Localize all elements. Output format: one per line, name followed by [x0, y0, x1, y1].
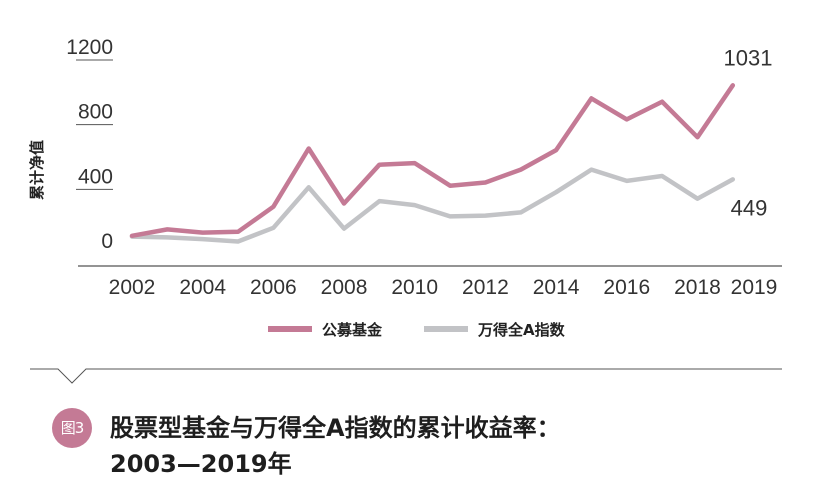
y-gridlines [76, 59, 113, 190]
line-chart: 0 400 800 1200 2002 2004 2006 2008 2010 2012 2014… [28, 36, 782, 384]
x-tick-label-2014: 2014 [533, 276, 580, 299]
y-tick-label-0: 0 [101, 230, 113, 253]
x-tick-label-2008: 2008 [321, 276, 368, 299]
legend-label-1: 公募基金 [322, 321, 383, 339]
x-tick-label-2002: 2002 [109, 276, 156, 299]
legend-label-2: 万得全A指数 [477, 321, 566, 339]
series-lines [129, 83, 736, 244]
caption-title-line-2: 2003—2019年 [110, 450, 292, 478]
end-label-series-2: 449 [731, 195, 768, 220]
x-tick-label-2010: 2010 [391, 276, 438, 299]
figure-caption: 股票型基金与万得全A指数的累计收益率： 2003—2019年 [110, 410, 800, 482]
y-tick-label-1200: 1200 [66, 36, 113, 59]
legend: 公募基金 万得全A指数 [268, 321, 566, 339]
x-tick-label-2019: 2019 [731, 276, 778, 299]
end-labels: 1031 449 [724, 45, 773, 220]
y-tick-labels: 0 400 800 1200 [66, 36, 113, 253]
series-line-2 [129, 167, 736, 244]
x-tick-label-2018: 2018 [674, 276, 721, 299]
x-tick-label-2012: 2012 [462, 276, 509, 299]
y-tick-label-400: 400 [78, 165, 113, 188]
x-tick-label-2006: 2006 [250, 276, 297, 299]
series-line-1 [129, 83, 736, 239]
end-label-series-1: 1031 [724, 45, 773, 70]
x-tick-label-2004: 2004 [179, 276, 226, 299]
figure-number-badge: 图3 [52, 408, 92, 448]
y-axis-title: 累计净值 [28, 140, 46, 200]
caption-title-line-1: 股票型基金与万得全A指数的累计收益率： [110, 414, 561, 442]
x-tick-labels: 2002 2004 2006 2008 2010 2012 2014 2016 2018 2019 [109, 276, 778, 299]
x-tick-label-2016: 2016 [603, 276, 650, 299]
y-tick-label-800: 800 [78, 101, 113, 124]
caption-divider [30, 368, 782, 384]
